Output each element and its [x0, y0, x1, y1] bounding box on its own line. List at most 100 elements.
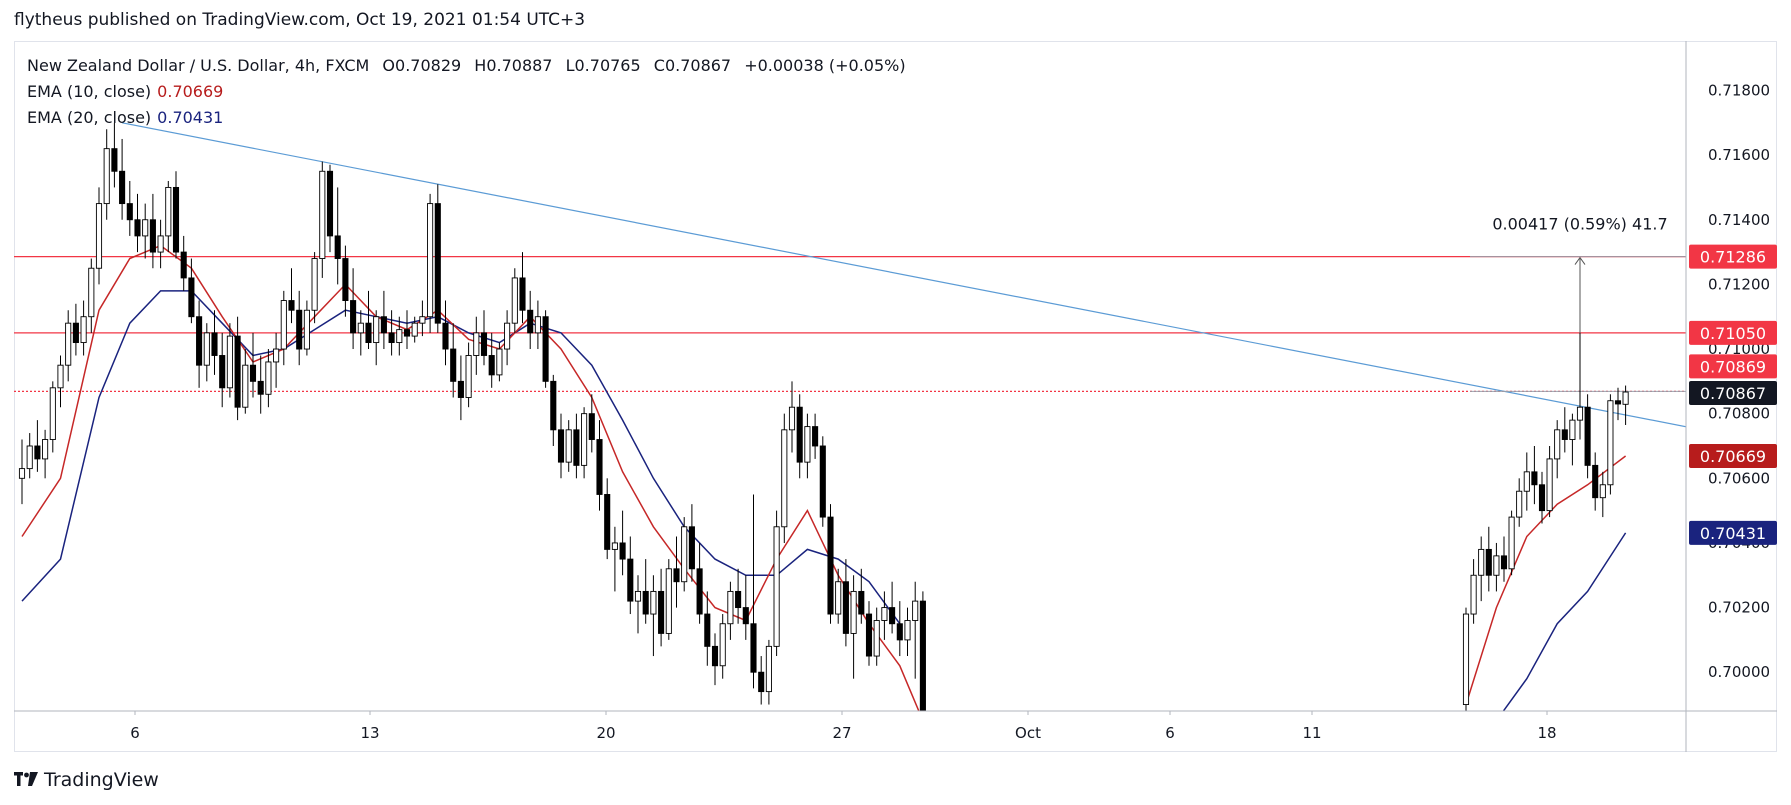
- candle[interactable]: [95, 187, 103, 285]
- candle[interactable]: [873, 607, 880, 666]
- candle[interactable]: [396, 316, 403, 356]
- candle[interactable]: [711, 633, 719, 686]
- candle[interactable]: [688, 504, 695, 582]
- candle[interactable]: [1493, 542, 1500, 592]
- candle[interactable]: [411, 316, 418, 343]
- candle[interactable]: [681, 517, 688, 592]
- candle[interactable]: [457, 355, 464, 421]
- candle[interactable]: [1523, 452, 1530, 511]
- candle[interactable]: [1607, 394, 1614, 495]
- candle[interactable]: [180, 235, 187, 291]
- candle[interactable]: [727, 581, 734, 640]
- candle[interactable]: [1462, 607, 1470, 711]
- candle[interactable]: [604, 478, 611, 560]
- candle[interactable]: [919, 591, 926, 720]
- candle[interactable]: [634, 575, 642, 634]
- candle[interactable]: [373, 310, 380, 366]
- candle[interactable]: [534, 300, 541, 350]
- candle[interactable]: [504, 310, 511, 366]
- candle[interactable]: [835, 568, 842, 624]
- candle[interactable]: [819, 436, 826, 527]
- candle[interactable]: [257, 355, 264, 414]
- candle[interactable]: [1592, 452, 1599, 511]
- candle[interactable]: [1538, 471, 1546, 524]
- candle[interactable]: [388, 310, 395, 356]
- candle[interactable]: [319, 161, 326, 278]
- candle[interactable]: [858, 568, 865, 624]
- candle[interactable]: [596, 420, 603, 511]
- candle[interactable]: [288, 268, 295, 324]
- candle[interactable]: [280, 290, 287, 366]
- candle[interactable]: [273, 332, 280, 388]
- candle[interactable]: [211, 310, 218, 375]
- candle[interactable]: [619, 510, 626, 576]
- legend-ema10-row[interactable]: EMA (10, close) 0.70669: [27, 79, 906, 105]
- candle[interactable]: [165, 180, 172, 253]
- candle[interactable]: [403, 310, 411, 350]
- candle[interactable]: [488, 332, 495, 388]
- candle[interactable]: [658, 568, 665, 647]
- candle[interactable]: [172, 171, 180, 259]
- candle[interactable]: [34, 420, 41, 472]
- candle[interactable]: [296, 290, 303, 366]
- candle[interactable]: [627, 536, 634, 615]
- candle[interactable]: [1500, 536, 1508, 582]
- candle[interactable]: [1576, 332, 1584, 440]
- candle[interactable]: [550, 374, 557, 446]
- symbol-label[interactable]: New Zealand Dollar / U.S. Dollar, 4h, FX…: [27, 56, 370, 75]
- candle[interactable]: [380, 290, 387, 350]
- candle[interactable]: [142, 203, 149, 259]
- candle[interactable]: [188, 258, 195, 324]
- candle[interactable]: [119, 138, 126, 220]
- candle[interactable]: [750, 494, 757, 689]
- candle[interactable]: [781, 413, 788, 543]
- candle[interactable]: [865, 601, 873, 666]
- candle[interactable]: [1554, 420, 1561, 479]
- candle[interactable]: [350, 268, 357, 350]
- candle[interactable]: [519, 252, 526, 324]
- candle[interactable]: [842, 559, 849, 647]
- candle[interactable]: [742, 575, 749, 640]
- candle[interactable]: [511, 268, 518, 333]
- candle[interactable]: [18, 439, 26, 505]
- candle[interactable]: [496, 342, 503, 382]
- candle[interactable]: [804, 413, 811, 479]
- candle[interactable]: [673, 536, 680, 608]
- candle[interactable]: [912, 581, 919, 679]
- candle[interactable]: [735, 568, 742, 624]
- candle[interactable]: [650, 575, 657, 657]
- candle[interactable]: [303, 300, 310, 356]
- candle[interactable]: [527, 290, 534, 350]
- candle[interactable]: [1584, 394, 1591, 479]
- candle[interactable]: [234, 316, 241, 421]
- candle[interactable]: [542, 310, 549, 388]
- candle[interactable]: [588, 394, 595, 453]
- candle[interactable]: [1622, 385, 1629, 425]
- candle[interactable]: [765, 639, 772, 705]
- candle[interactable]: [1516, 478, 1523, 527]
- candle[interactable]: [896, 601, 903, 657]
- candle[interactable]: [565, 420, 572, 472]
- candle[interactable]: [265, 349, 272, 408]
- candle[interactable]: [427, 193, 434, 333]
- candle[interactable]: [665, 559, 672, 640]
- candle[interactable]: [812, 413, 819, 459]
- candle[interactable]: [704, 591, 711, 666]
- candle[interactable]: [134, 193, 141, 253]
- candle[interactable]: [788, 381, 796, 453]
- candle[interactable]: [758, 656, 765, 705]
- candle[interactable]: [442, 300, 449, 366]
- candle[interactable]: [1569, 413, 1576, 466]
- candle[interactable]: [65, 310, 72, 382]
- candle[interactable]: [80, 300, 87, 356]
- candle[interactable]: [1546, 445, 1553, 518]
- candle[interactable]: [434, 184, 441, 333]
- candle[interactable]: [889, 581, 896, 634]
- candle[interactable]: [149, 193, 156, 269]
- candle[interactable]: [334, 187, 341, 285]
- candle[interactable]: [573, 413, 580, 479]
- candle[interactable]: [196, 300, 203, 388]
- candle[interactable]: [311, 252, 318, 324]
- candle[interactable]: [57, 355, 64, 408]
- candle[interactable]: [111, 122, 118, 188]
